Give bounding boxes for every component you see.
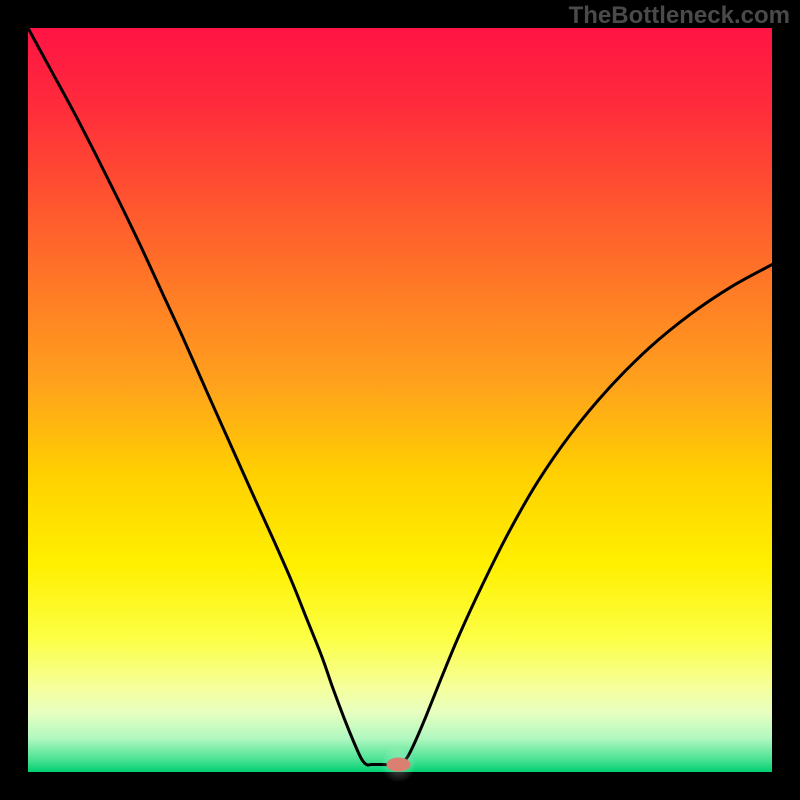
watermark-text: TheBottleneck.com [569,2,790,30]
bottleneck-chart [0,0,800,800]
chart-container: TheBottleneck.com [0,0,800,800]
plot-background [28,28,772,772]
optimal-marker [387,758,411,772]
